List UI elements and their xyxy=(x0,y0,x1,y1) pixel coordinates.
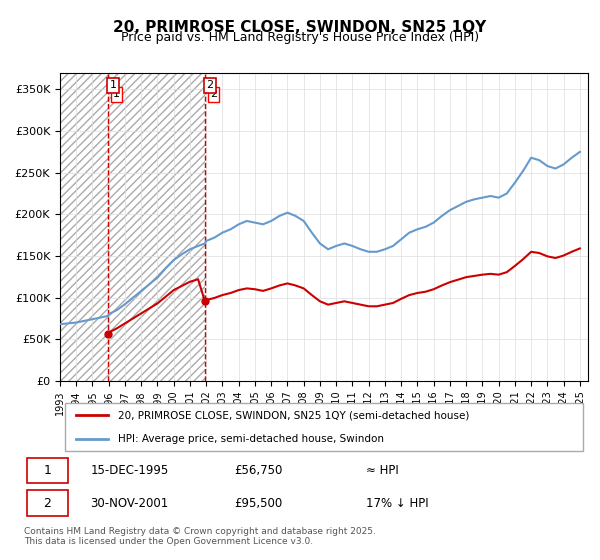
Text: HPI: Average price, semi-detached house, Swindon: HPI: Average price, semi-detached house,… xyxy=(118,433,384,444)
Text: 20, PRIMROSE CLOSE, SWINDON, SN25 1QY: 20, PRIMROSE CLOSE, SWINDON, SN25 1QY xyxy=(113,20,487,35)
Text: 1: 1 xyxy=(113,90,120,100)
Text: 15-DEC-1995: 15-DEC-1995 xyxy=(90,464,169,477)
Text: 2: 2 xyxy=(43,497,51,510)
Text: 20, PRIMROSE CLOSE, SWINDON, SN25 1QY (semi-detached house): 20, PRIMROSE CLOSE, SWINDON, SN25 1QY (s… xyxy=(118,410,469,421)
Text: £95,500: £95,500 xyxy=(234,497,282,510)
Text: 30-NOV-2001: 30-NOV-2001 xyxy=(90,497,169,510)
Text: 1: 1 xyxy=(110,81,117,91)
Text: Contains HM Land Registry data © Crown copyright and database right 2025.
This d: Contains HM Land Registry data © Crown c… xyxy=(24,526,376,546)
FancyBboxPatch shape xyxy=(27,458,68,483)
Text: Price paid vs. HM Land Registry's House Price Index (HPI): Price paid vs. HM Land Registry's House … xyxy=(121,31,479,44)
FancyBboxPatch shape xyxy=(65,403,583,451)
Text: ≈ HPI: ≈ HPI xyxy=(366,464,399,477)
Text: 1: 1 xyxy=(43,464,51,477)
Bar xyxy=(108,73,205,381)
Text: 17% ↓ HPI: 17% ↓ HPI xyxy=(366,497,429,510)
Bar xyxy=(60,73,108,381)
FancyBboxPatch shape xyxy=(27,491,68,516)
Text: £56,750: £56,750 xyxy=(234,464,282,477)
Text: 2: 2 xyxy=(206,81,214,91)
Text: 2: 2 xyxy=(210,90,217,100)
